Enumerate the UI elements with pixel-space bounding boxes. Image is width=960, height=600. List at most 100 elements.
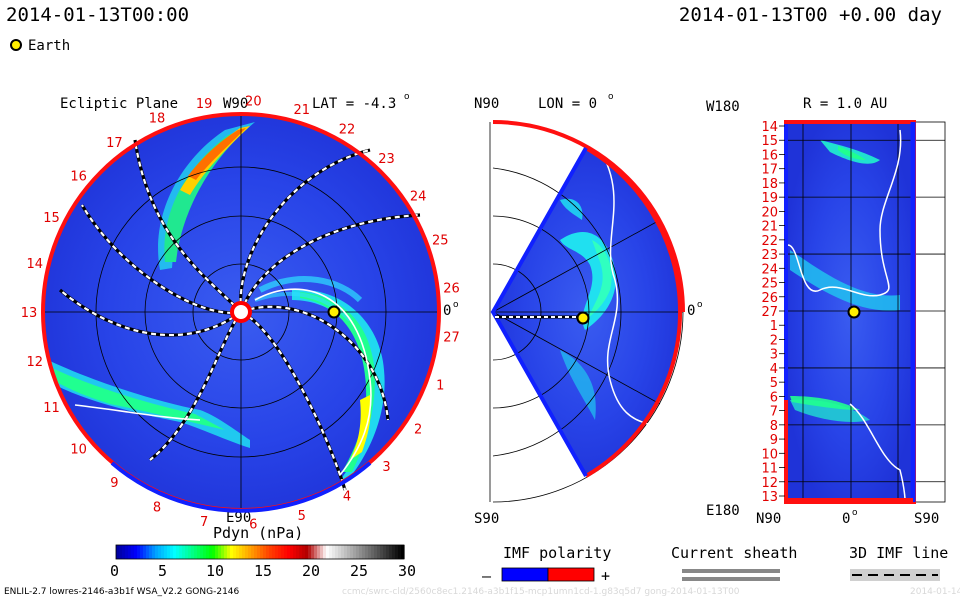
- synoptic-row-24: 24: [761, 262, 778, 277]
- meridional-top-label: N90: [474, 96, 500, 112]
- ecliptic-bottom-label: E90: [226, 510, 252, 526]
- rim-number-20: 20: [245, 94, 262, 109]
- meridional-rim: [584, 146, 682, 478]
- synoptic-x-label-n90: N90: [756, 511, 782, 527]
- synoptic-row-10: 10: [761, 447, 778, 462]
- rim-number-12: 12: [26, 355, 43, 370]
- sun-marker: [230, 301, 252, 323]
- synoptic-x-label-s90: S90: [914, 511, 940, 527]
- ecliptic-rim-numbers: 19 20212223242526271234567891011121314151…: [21, 94, 460, 532]
- rim-number-4: 4: [343, 490, 351, 505]
- current-sheath-legend: [682, 569, 780, 581]
- colorbar-tick-15: 15: [254, 562, 273, 580]
- ecliptic-current-sheath: [74, 288, 372, 476]
- synoptic-bottom-left-label: E180: [706, 503, 740, 519]
- ecliptic-title: Ecliptic Plane: [60, 96, 179, 112]
- colorbar-tick-25: 25: [350, 562, 369, 580]
- imf-polarity-title: IMF polarity: [503, 544, 612, 562]
- meridional-rim-upper: [492, 120, 685, 313]
- rim-number-10: 10: [70, 442, 87, 457]
- synoptic-row-13: 13: [761, 490, 778, 505]
- synoptic-row-labels: 1415161718192021222324252627123456789101…: [761, 120, 785, 505]
- synoptic-row-11: 11: [761, 462, 778, 477]
- meridional-wedge-edge: [490, 147, 588, 477]
- meridional-right-label: 0: [687, 303, 696, 319]
- ecliptic-imf-lines-white: [59, 139, 421, 491]
- colorbar-tick-30: 30: [398, 562, 417, 580]
- synoptic-row-3: 3: [770, 348, 778, 363]
- synoptic-row-15: 15: [761, 134, 778, 149]
- synoptic-row-6: 6: [770, 390, 778, 405]
- synoptic-row-17: 17: [761, 163, 778, 178]
- synoptic-row-22: 22: [761, 234, 778, 249]
- colorbar-title: Pdyn (nPa): [213, 524, 304, 542]
- colorbar-swatches: [116, 545, 405, 559]
- colorbar: [115, 544, 405, 560]
- imf-minus-label: –: [482, 567, 492, 585]
- earth-legend-label: Earth: [28, 38, 71, 54]
- synoptic-row-1: 1: [770, 319, 778, 334]
- rim-number-15: 15: [43, 211, 60, 226]
- colorbar-tick-5: 5: [158, 562, 168, 580]
- synoptic-row-21: 21: [761, 220, 778, 235]
- synoptic-row-18: 18: [761, 177, 778, 192]
- rim-number-14: 14: [26, 257, 43, 272]
- ecliptic-density-features: [46, 122, 385, 480]
- timestamp-left: 2014-01-13T00:00: [6, 4, 190, 26]
- imf-line-legend: [850, 569, 940, 581]
- imf-negative-swatch: [501, 567, 549, 582]
- colorbar-tick-0: 0: [110, 562, 120, 580]
- synoptic-row-25: 25: [761, 277, 778, 292]
- synoptic-grid: [785, 139, 945, 483]
- synoptic-current-sheath-2: [849, 403, 906, 501]
- ecliptic-panel: 19 20212223242526271234567891011121314151…: [21, 94, 460, 532]
- rim-number-6: 6: [249, 518, 257, 533]
- ecliptic-lat-degree: o: [404, 92, 410, 102]
- synoptic-row-16: 16: [761, 148, 778, 163]
- synoptic-current-sheath-1: [787, 129, 902, 297]
- meridional-bottom-label: S90: [474, 511, 500, 527]
- ecliptic-right-label: 0: [443, 303, 452, 319]
- rim-number-22: 22: [339, 122, 356, 137]
- rim-number-21: 21: [294, 103, 311, 118]
- timestamp-right: 2014-01-13T00 +0.00 day: [678, 4, 942, 26]
- rim-number-17: 17: [106, 136, 123, 151]
- model-info: ENLIL-2.7 lowres-2146-a3b1f WSA_V2.2 GON…: [4, 587, 240, 597]
- rim-number-11: 11: [43, 401, 60, 416]
- meridional-lon-label: LON = 0: [538, 96, 598, 112]
- synoptic-row-27: 27: [761, 305, 778, 320]
- meridional-current-sheath: [599, 149, 651, 426]
- synoptic-row-26: 26: [761, 291, 778, 306]
- rim-number-19: 19: [196, 97, 213, 112]
- rim-number-24: 24: [410, 190, 427, 205]
- rim-number-18: 18: [149, 111, 166, 126]
- rim-number-16: 16: [70, 170, 87, 185]
- imf-positive-swatch: [547, 567, 595, 582]
- rim-number-9: 9: [110, 476, 118, 491]
- imf-line-label: 3D IMF line: [849, 544, 949, 562]
- rim-number-1: 1: [436, 379, 444, 394]
- synoptic-row-8: 8: [770, 419, 778, 434]
- synoptic-x-label-0: 0: [842, 511, 851, 527]
- imf-polarity-legend: [501, 567, 595, 582]
- rim-number-7: 7: [200, 515, 208, 530]
- meridional-lon-degree: o: [608, 92, 614, 102]
- synoptic-earth-icon: [847, 305, 861, 319]
- synoptic-panel: 1415161718192021222324252627123456789101…: [761, 120, 946, 505]
- synoptic-row-12: 12: [761, 476, 778, 491]
- rim-number-25: 25: [432, 233, 449, 248]
- rim-number-5: 5: [298, 509, 306, 524]
- imf-plus-label: +: [601, 567, 611, 585]
- synoptic-row-2: 2: [770, 333, 778, 348]
- ecliptic-top-label: W90: [223, 96, 249, 112]
- watermark-date: 2014-01-14: [910, 587, 960, 597]
- ecliptic-lat-label: LAT = -4.3: [312, 96, 397, 112]
- synoptic-x-degree: o: [852, 508, 858, 518]
- meridional-density-features: [560, 198, 616, 420]
- synoptic-row-5: 5: [770, 376, 778, 391]
- rim-number-8: 8: [153, 501, 161, 516]
- colorbar-tick-10: 10: [206, 562, 225, 580]
- rim-number-3: 3: [382, 460, 390, 475]
